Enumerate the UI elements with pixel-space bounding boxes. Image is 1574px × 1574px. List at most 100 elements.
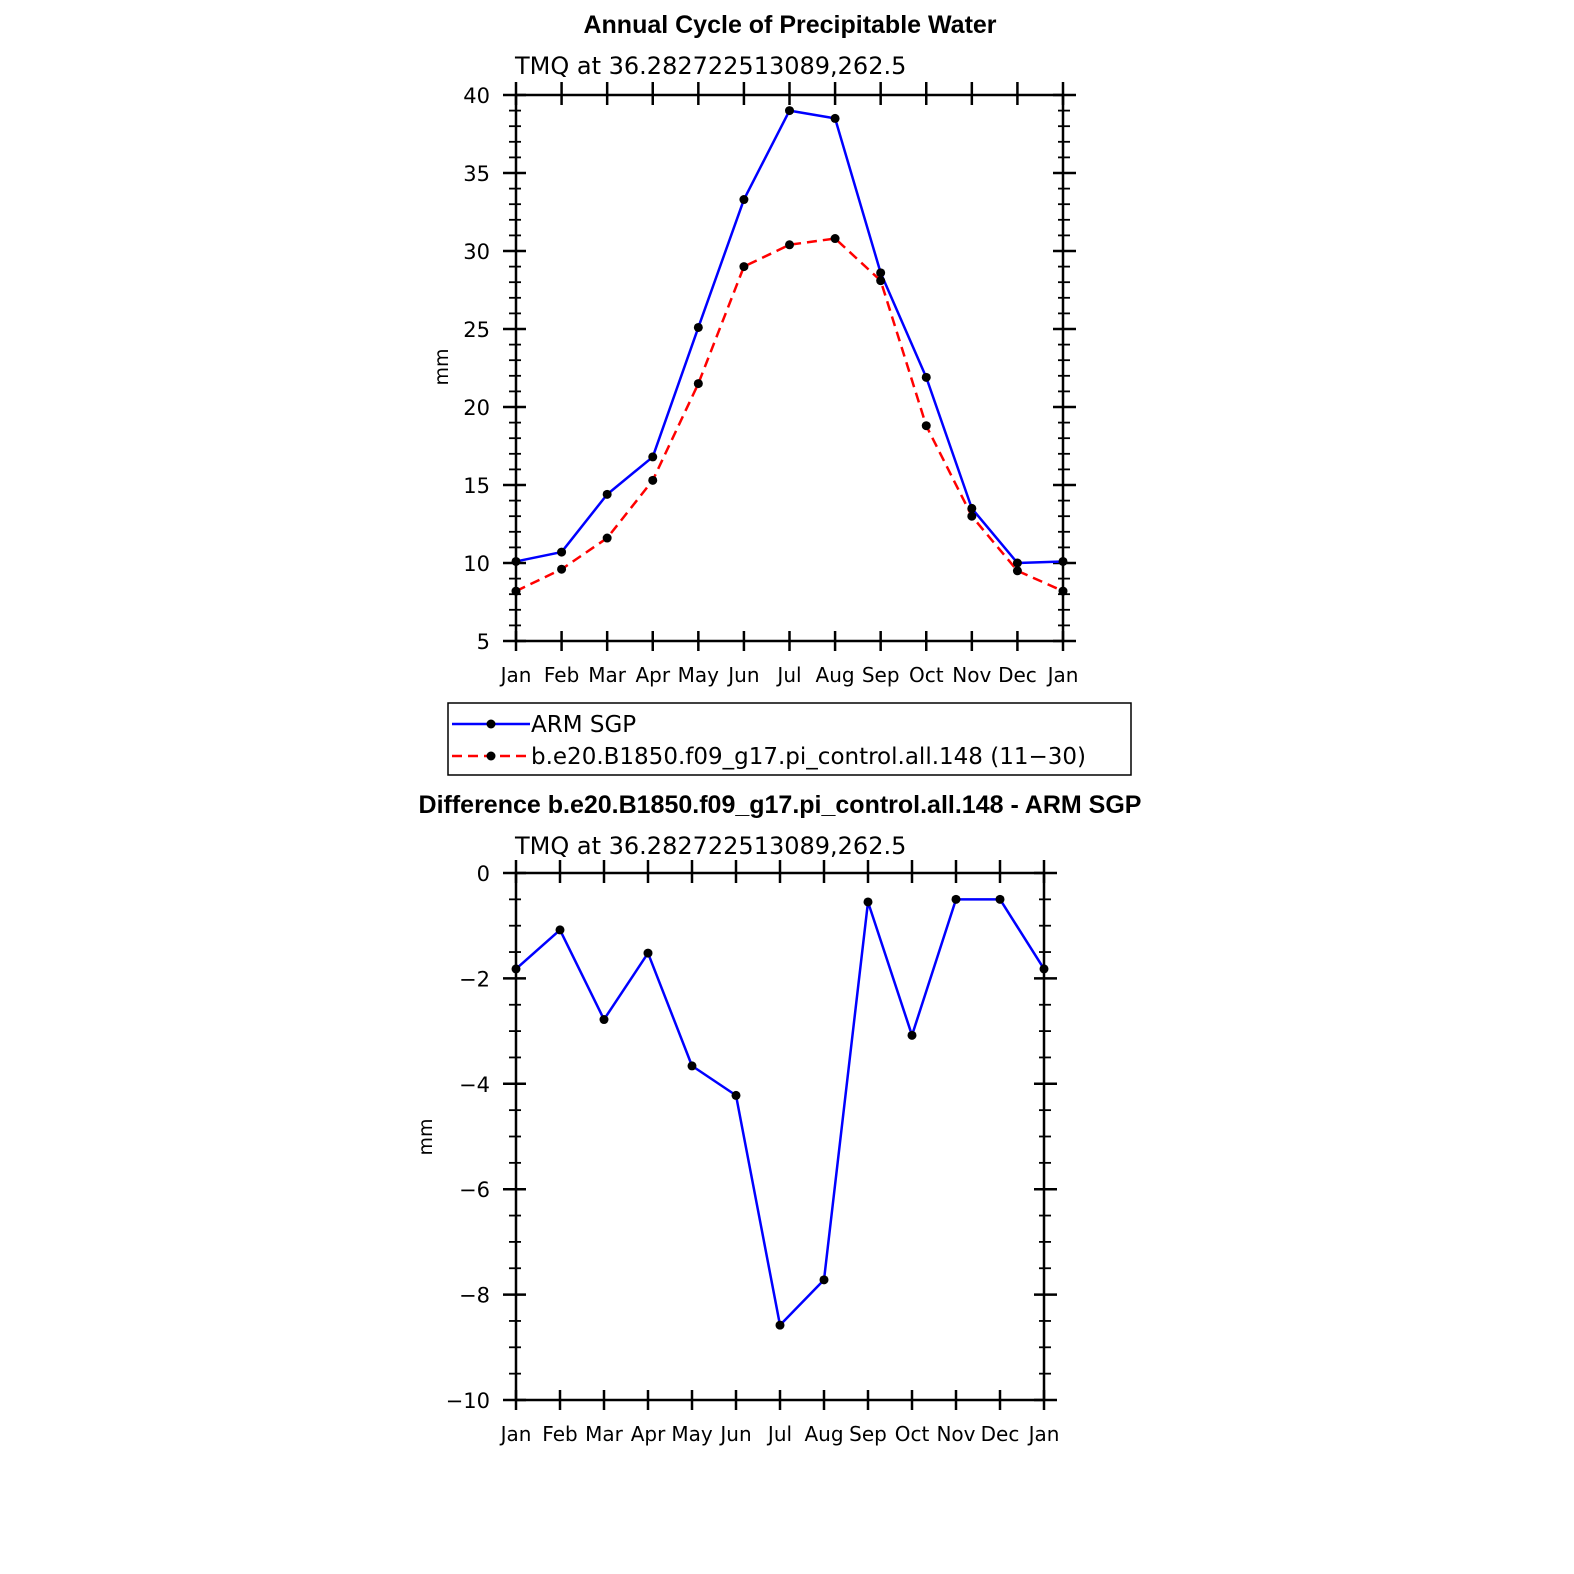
ytick-label: 40 — [463, 84, 490, 108]
xtick-label: Aug — [804, 1422, 843, 1446]
ytick-label: 5 — [477, 630, 490, 654]
chart2-series — [511, 894, 1049, 1330]
xtick-label: Jan — [499, 1422, 532, 1446]
xtick-label: Feb — [544, 663, 579, 687]
xtick-label: May — [678, 663, 720, 687]
data-point — [557, 564, 567, 574]
data-point — [602, 533, 612, 543]
ytick-label: 30 — [463, 240, 490, 264]
ytick-label: −2 — [459, 967, 490, 991]
data-point — [876, 276, 886, 286]
data-point — [830, 234, 840, 244]
chart1-xtick-labels: Jan Feb Mar Apr May Jun Jul Aug Sep Oct Nov Dec Jan — [499, 663, 1079, 687]
legend-marker-model — [486, 751, 496, 761]
data-point — [599, 1015, 609, 1025]
data-point — [555, 925, 565, 935]
xtick-label: Jun — [726, 663, 759, 687]
data-point — [775, 1320, 785, 1330]
xtick-label: Mar — [585, 1422, 624, 1446]
xtick-label: Aug — [816, 663, 855, 687]
ytick-label: −6 — [459, 1178, 490, 1202]
ytick-label: −10 — [446, 1389, 490, 1413]
chart-annual-cycle: Annual Cycle of Precipitable Water TMQ a… — [431, 11, 1132, 776]
data-point — [830, 113, 840, 123]
xtick-label: Jan — [1046, 663, 1079, 687]
data-point — [785, 240, 794, 250]
data-point — [907, 1030, 917, 1040]
chart2-subtitle: TMQ at 36.282722513089,262.5 — [514, 832, 906, 860]
data-point — [557, 547, 567, 557]
ytick-label: 10 — [463, 552, 490, 576]
data-point — [876, 268, 886, 278]
data-point — [1012, 558, 1022, 568]
xtick-label: Apr — [631, 1422, 666, 1446]
xtick-label: Oct — [895, 1422, 930, 1446]
series-line — [515, 109, 1064, 565]
data-point — [785, 106, 794, 116]
data-point — [1012, 566, 1022, 576]
xtick-label: Feb — [542, 1422, 577, 1446]
chart2-ylabel: mm — [415, 1118, 437, 1155]
data-point — [739, 195, 749, 205]
ytick-label: 15 — [463, 474, 490, 498]
data-point — [995, 894, 1005, 904]
xtick-label: Nov — [952, 663, 991, 687]
data-point — [602, 489, 612, 499]
data-point — [731, 1090, 741, 1100]
ytick-label: 0 — [477, 862, 490, 886]
chart1-ticks — [503, 82, 1076, 651]
data-point — [739, 262, 749, 272]
chart-difference: Difference b.e20.B1850.f09_g17.pi_contro… — [415, 791, 1141, 1446]
data-point — [687, 1061, 697, 1071]
ytick-label: 20 — [463, 396, 490, 420]
data-point — [863, 897, 873, 907]
xtick-label: Dec — [981, 1422, 1020, 1446]
data-point — [967, 511, 977, 521]
xtick-label: Mar — [588, 663, 627, 687]
chart1-ylabel: mm — [431, 348, 453, 385]
legend: ARM SGP b.e20.B1850.f09_g17.pi_control.a… — [447, 702, 1132, 776]
ytick-label: 35 — [463, 162, 490, 186]
series-line — [515, 237, 1064, 593]
legend-label-arm-sgp: ARM SGP — [531, 712, 636, 738]
chart2-ytick-labels: −10 −8 −6 −4 −2 0 — [446, 862, 490, 1413]
xtick-label: Jul — [766, 1422, 792, 1446]
legend-box — [447, 702, 1132, 776]
data-point — [967, 503, 977, 513]
chart1-ytick-labels: 5 10 15 20 25 30 35 40 — [463, 84, 490, 654]
chart2-frame — [514, 871, 1046, 1402]
ytick-label: −4 — [459, 1073, 490, 1097]
xtick-label: Oct — [909, 663, 944, 687]
series-line — [515, 898, 1046, 1327]
xtick-label: Nov — [936, 1422, 975, 1446]
data-point — [643, 948, 653, 958]
legend-marker-arm-sgp — [486, 719, 496, 729]
xtick-label: Apr — [635, 663, 670, 687]
data-point — [819, 1275, 829, 1285]
chart2-xtick-labels: Jan Feb Mar Apr May Jun Jul Aug Sep Oct Nov Dec Jan — [499, 1422, 1060, 1446]
xtick-label: Dec — [998, 663, 1037, 687]
data-point — [921, 372, 931, 382]
data-point — [648, 452, 658, 462]
legend-label-model: b.e20.B1850.f09_g17.pi_control.all.148 (… — [531, 744, 1086, 770]
data-point — [951, 894, 961, 904]
xtick-label: May — [671, 1422, 713, 1446]
xtick-label: Sep — [862, 663, 900, 687]
xtick-label: Jun — [718, 1422, 751, 1446]
ytick-label: −8 — [459, 1284, 490, 1308]
ytick-label: 25 — [463, 318, 490, 342]
data-point — [648, 475, 658, 485]
xtick-label: Jul — [775, 663, 801, 687]
chart1-frame — [514, 93, 1065, 643]
xtick-label: Jan — [1027, 1422, 1060, 1446]
chart1-series — [511, 106, 1068, 596]
chart1-title: Annual Cycle of Precipitable Water — [583, 11, 996, 39]
chart1-subtitle: TMQ at 36.282722513089,262.5 — [514, 52, 906, 80]
xtick-label: Jan — [499, 663, 532, 687]
chart2-title: Difference b.e20.B1850.f09_g17.pi_contro… — [419, 791, 1142, 819]
xtick-label: Sep — [849, 1422, 887, 1446]
data-point — [693, 379, 703, 389]
data-point — [693, 322, 703, 332]
data-point — [921, 421, 931, 431]
